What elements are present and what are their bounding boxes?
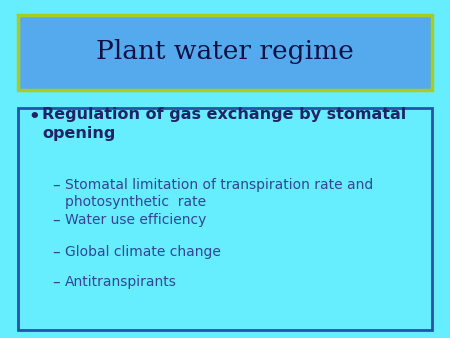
Text: –: – xyxy=(52,213,59,228)
Text: –: – xyxy=(52,178,59,193)
Text: •: • xyxy=(28,108,40,126)
FancyBboxPatch shape xyxy=(18,108,432,330)
Text: Water use efficiency: Water use efficiency xyxy=(65,213,207,227)
Text: Global climate change: Global climate change xyxy=(65,245,221,259)
Text: Regulation of gas exchange by stomatal
opening: Regulation of gas exchange by stomatal o… xyxy=(42,107,406,141)
Text: –: – xyxy=(52,275,59,290)
Text: –: – xyxy=(52,245,59,260)
FancyBboxPatch shape xyxy=(18,15,432,90)
Text: Antitranspirants: Antitranspirants xyxy=(65,275,177,289)
Text: Plant water regime: Plant water regime xyxy=(96,40,354,65)
Text: Stomatal limitation of transpiration rate and
photosynthetic  rate: Stomatal limitation of transpiration rat… xyxy=(65,178,373,209)
